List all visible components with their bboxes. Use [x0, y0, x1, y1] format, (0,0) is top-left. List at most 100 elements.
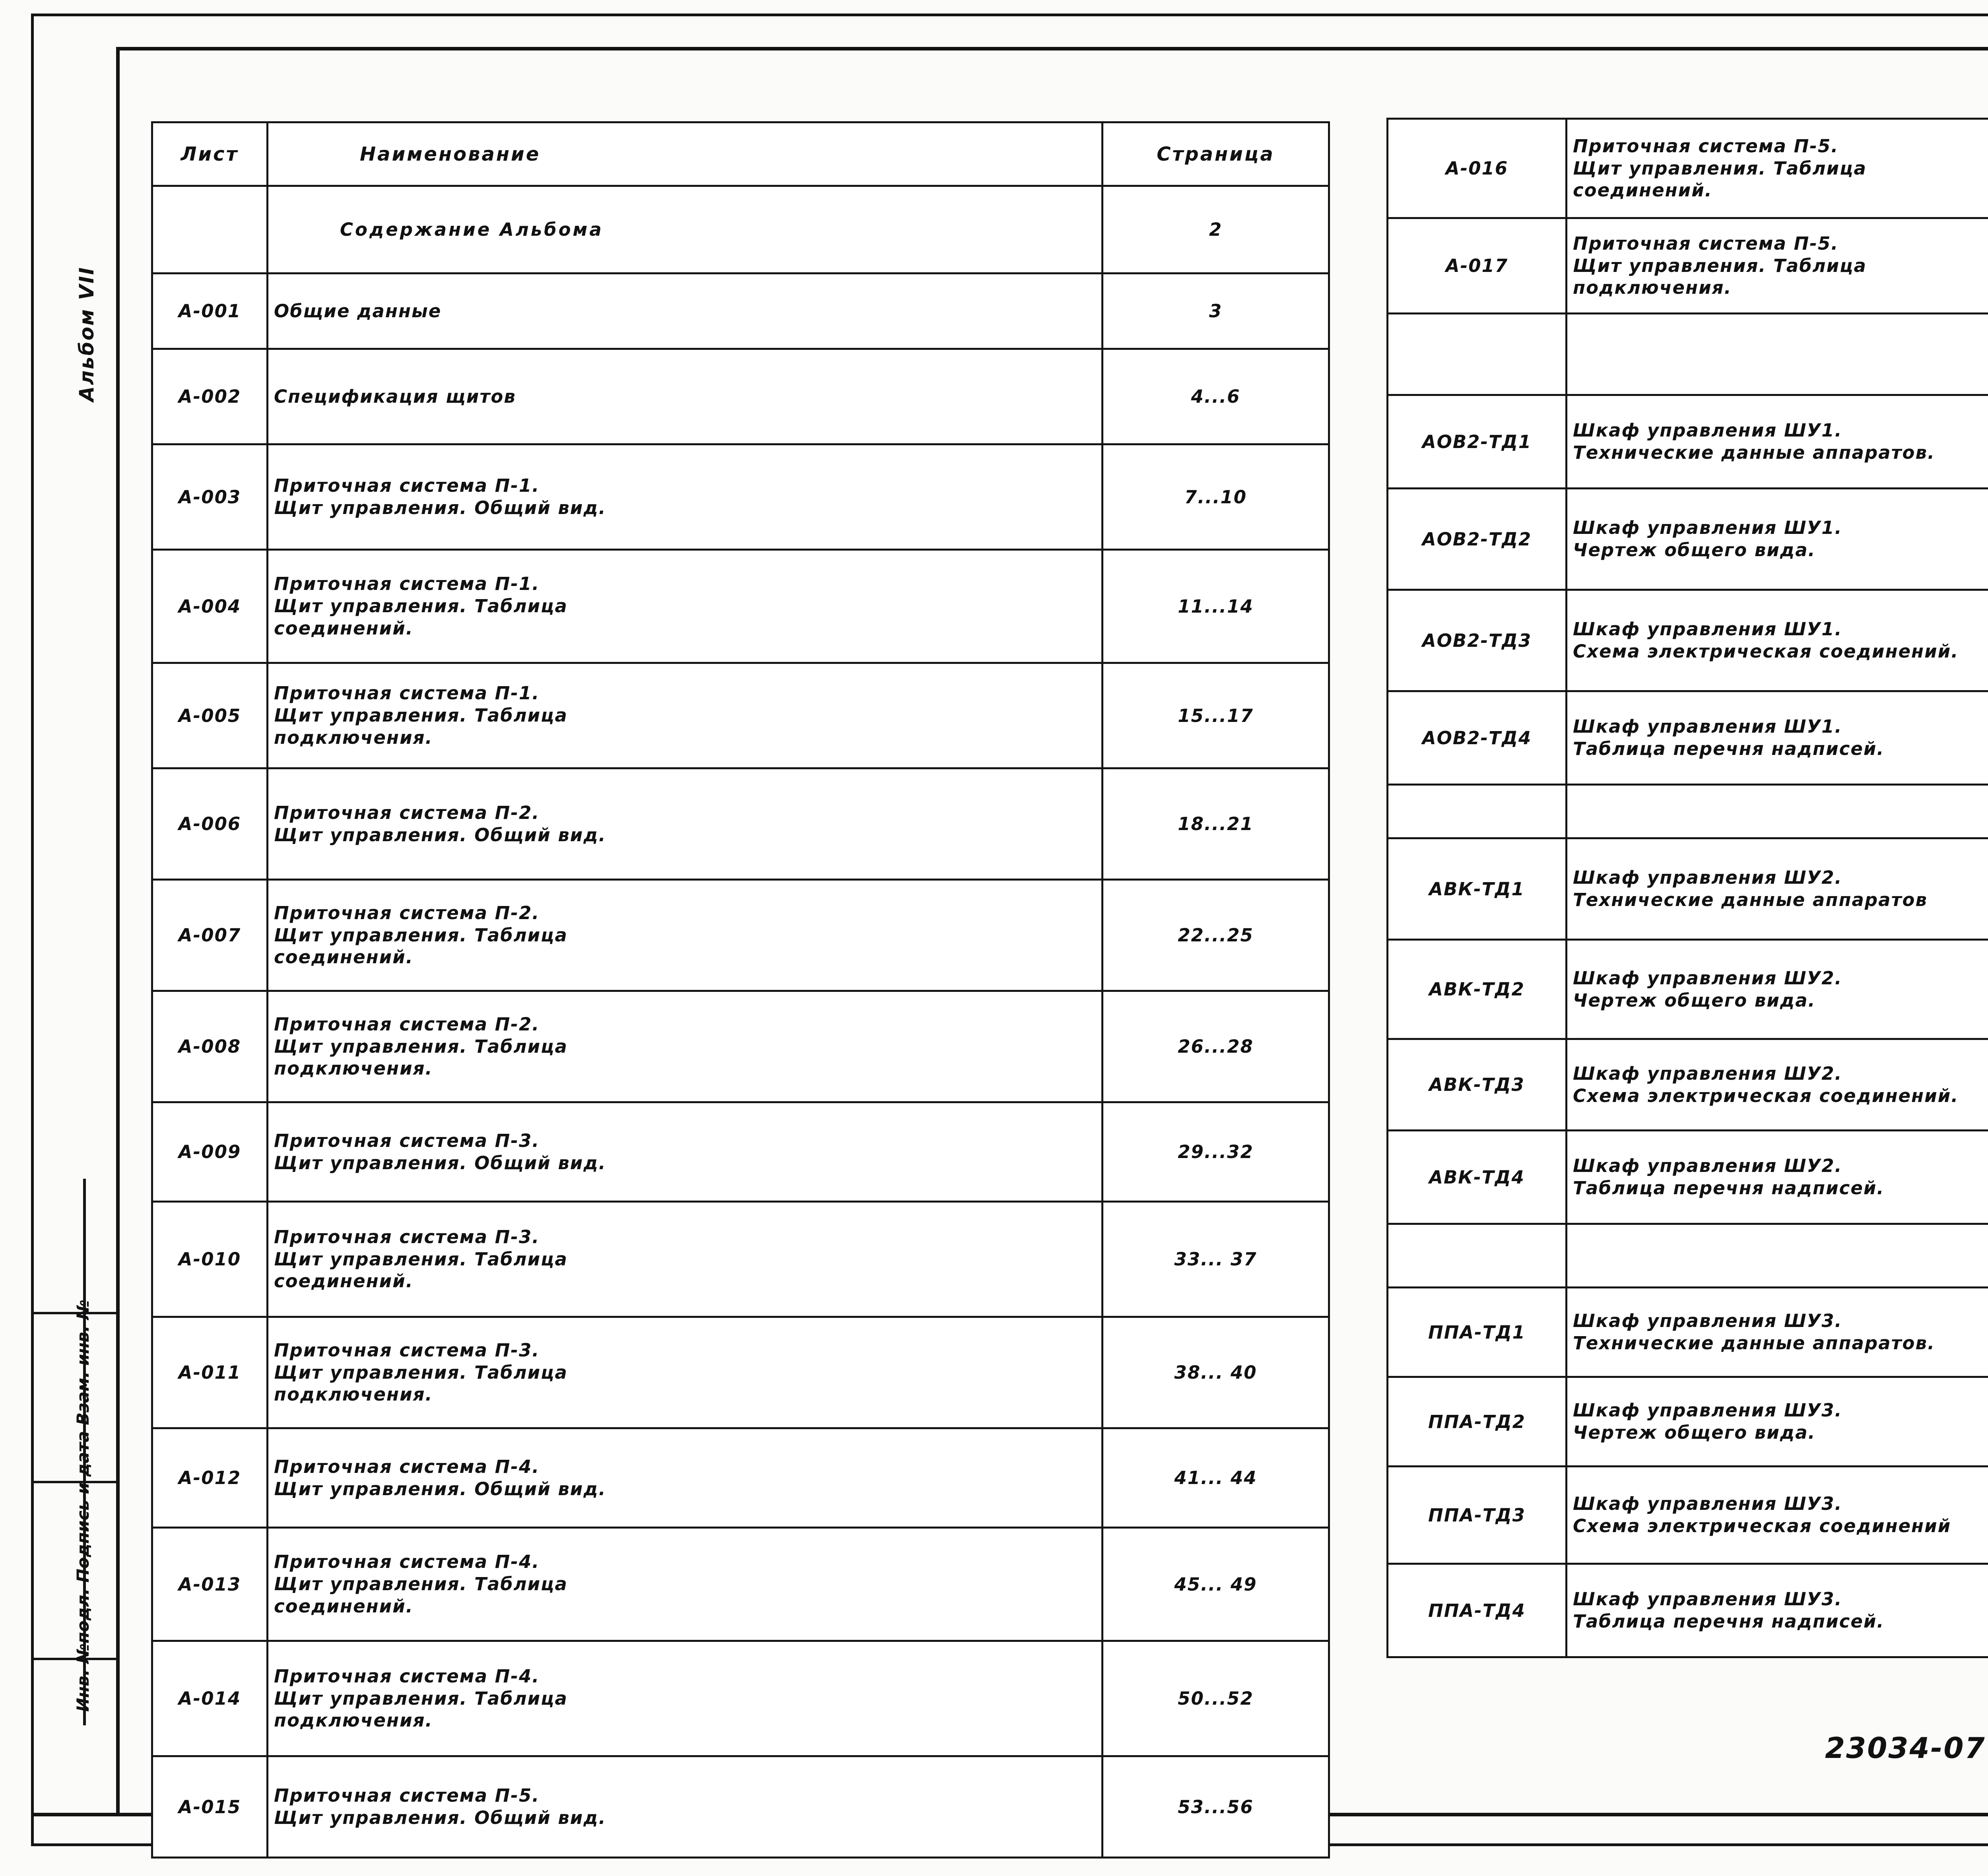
table-row: А-003 Приточная система П-1. Щит управлени… — [151, 443, 1330, 551]
name-line: Шкаф управления ШУ1. — [1573, 517, 1842, 539]
cell-page: 3 — [1101, 272, 1330, 350]
drawing-number: 23034-07 — [1825, 1731, 1986, 1765]
name-line: соединений. — [1573, 180, 1712, 201]
table-row: А-015 Приточная система П-5. Щит управлени… — [151, 1755, 1330, 1859]
name-line: Щит управления. Общий вид. — [274, 1478, 606, 1500]
name-line: Шкаф управления ШУ3. — [1573, 1400, 1842, 1421]
contents-table-left: Лист Наименование Страница Содержание Альбо… — [151, 121, 1330, 1859]
name-line: соединений. — [274, 1595, 414, 1617]
name-line: Спецификация щитов — [274, 386, 516, 407]
cell-name — [1565, 784, 1988, 839]
table-row: А-001 Общие данные 3 — [151, 272, 1330, 350]
table-row: ППА-ТД1 Шкаф управления ШУ3. Технические д… — [1386, 1286, 1988, 1378]
name-line: Схема электрическая соединений. — [1573, 641, 1959, 662]
cell-sheet: А-010 — [151, 1201, 268, 1318]
contents-table-right: А-016 Приточная система П-5. Щит управлени… — [1386, 118, 1988, 1658]
cell-sheet: А-011 — [151, 1316, 268, 1429]
cell-name — [1565, 1223, 1988, 1288]
name-line: соединений. — [274, 947, 414, 968]
margin-stub-text: Инв. №подл. Подпись и дата Взам. инв. № — [73, 1300, 93, 1712]
table-row: АВК-ТД2 Шкаф управления ШУ2. Чертеж общего… — [1386, 939, 1988, 1040]
cell-sheet: АВК-ТД3 — [1386, 1038, 1567, 1131]
cell-sheet: АВК-ТД1 — [1386, 837, 1567, 941]
cell-name: Шкаф управления ШУ2. Схема электрическая … — [1565, 1038, 1988, 1131]
cell-page: 29...32 — [1101, 1101, 1330, 1203]
table-row: А-004 Приточная система П-1. Щит управлени… — [151, 549, 1330, 664]
cell-page: 2 — [1101, 185, 1330, 274]
cell-name: Приточная система П-4. Щит управления. Та… — [266, 1640, 1103, 1757]
table-row: А-017 Приточная система П-5. Щит управлени… — [1386, 217, 1988, 314]
column-header-page: Страница — [1101, 121, 1330, 187]
cell-page: 45... 49 — [1101, 1527, 1330, 1642]
cell-sheet — [1386, 784, 1567, 839]
cell-sheet: А-007 — [151, 879, 268, 992]
table-row: А-012 Приточная система П-4. Щит управлени… — [151, 1427, 1330, 1529]
cell-name: Спецификация щитов — [266, 348, 1103, 445]
table-row: АОВ2-ТД3 Шкаф управления ШУ1. Схема электр… — [1386, 589, 1988, 692]
cell-sheet: А-017 — [1386, 217, 1567, 314]
cell-sheet: АОВ2-ТД1 — [1386, 394, 1567, 489]
name-line: Шкаф управления ШУ3. — [1573, 1493, 1842, 1515]
table-row: А-005 Приточная система П-1. Щит управлени… — [151, 662, 1330, 769]
cell-name: Шкаф управления ШУ3. Чертеж общего вида. — [1565, 1376, 1988, 1467]
cell-name: Приточная система П-3. Щит управления. Та… — [266, 1316, 1103, 1429]
cell-sheet: А-015 — [151, 1755, 268, 1859]
table-row — [1386, 1223, 1988, 1288]
cell-page: 50...52 — [1101, 1640, 1330, 1757]
name-line: Содержание Альбома — [340, 219, 604, 240]
name-line: Шкаф управления ШУ2. — [1573, 1063, 1842, 1084]
name-line: Щит управления. Общий вид. — [274, 824, 606, 846]
cell-name: Шкаф управления ШУ3. Таблица перечня надп… — [1565, 1563, 1988, 1658]
cell-page: 4...6 — [1101, 348, 1330, 445]
cell-sheet: А-009 — [151, 1101, 268, 1203]
table-row — [1386, 312, 1988, 396]
cell-name: Шкаф управления ШУ1. Схема электрическая … — [1565, 589, 1988, 692]
name-line: Шкаф управления ШУ1. — [1573, 420, 1842, 441]
cell-name: Приточная система П-1. Щит управления. Об… — [266, 443, 1103, 551]
stub-divider-3 — [31, 1658, 116, 1660]
cell-page: 18...21 — [1101, 767, 1330, 881]
name-line: Технические данные аппаратов. — [1573, 1333, 1936, 1354]
cell-sheet: ППА-ТД1 — [1386, 1286, 1567, 1378]
name-line: Приточная система П-2. — [274, 802, 540, 823]
cell-sheet: АОВ2-ТД3 — [1386, 589, 1567, 692]
name-line: Приточная система П-4. — [274, 1456, 540, 1477]
cell-page: 33... 37 — [1101, 1201, 1330, 1318]
table-row: Содержание Альбома 2 — [151, 185, 1330, 274]
cell-name: Приточная система П-2. Щит управления. Та… — [266, 990, 1103, 1103]
cell-sheet: ППА-ТД3 — [1386, 1465, 1567, 1565]
name-line: Чертеж общего вида. — [1573, 989, 1816, 1011]
cell-page: 7...10 — [1101, 443, 1330, 551]
name-line: Шкаф управления ШУ1. — [1573, 716, 1842, 737]
name-line: Приточная система П-1. — [274, 573, 540, 595]
name-line: Щит управления. Общий вид. — [274, 1152, 606, 1174]
name-line: Приточная система П-3. — [274, 1226, 540, 1247]
cell-name: Содержание Альбома — [266, 185, 1103, 274]
name-line: Чертеж общего вида. — [1573, 539, 1816, 561]
cell-sheet: А-012 — [151, 1427, 268, 1529]
name-line: соединений. — [274, 1271, 414, 1292]
cell-sheet: АВК-ТД4 — [1386, 1129, 1567, 1225]
name-line: Щит управления. Таблица — [274, 596, 568, 617]
table-row: А-002 Спецификация щитов 4...6 — [151, 348, 1330, 445]
name-line: подключения. — [274, 1384, 433, 1405]
cell-sheet — [1386, 312, 1567, 396]
name-line: Приточная система П-5. — [274, 1785, 540, 1806]
name-line: подключения. — [1573, 277, 1732, 299]
table-row: А-009 Приточная система П-3. Щит управлени… — [151, 1101, 1330, 1203]
name-line: Общие данные — [274, 300, 442, 322]
name-line: Приточная система П-5. — [1573, 135, 1839, 157]
cell-name: Приточная система П-4. Щит управления. Та… — [266, 1527, 1103, 1642]
table-row: АОВ2-ТД4 Шкаф управления ШУ1. Таблица пере… — [1386, 690, 1988, 786]
cell-page: 22...25 — [1101, 879, 1330, 992]
cell-sheet: А-006 — [151, 767, 268, 881]
table-row: А-006 Приточная система П-2. Щит управлени… — [151, 767, 1330, 881]
cell-name: Приточная система П-5. Щит управления. Та… — [1565, 118, 1988, 219]
cell-page: 15...17 — [1101, 662, 1330, 769]
cell-name — [1565, 312, 1988, 396]
table-row: ППА-ТД3 Шкаф управления ШУ3. Схема электри… — [1386, 1465, 1988, 1565]
table-row: А-008 Приточная система П-2. Щит управлени… — [151, 990, 1330, 1103]
margin-stub-text-wrap: Инв. №подл. Подпись и дата Взам. инв. № — [70, 1163, 95, 1712]
cell-sheet: АВК-ТД2 — [1386, 939, 1567, 1040]
